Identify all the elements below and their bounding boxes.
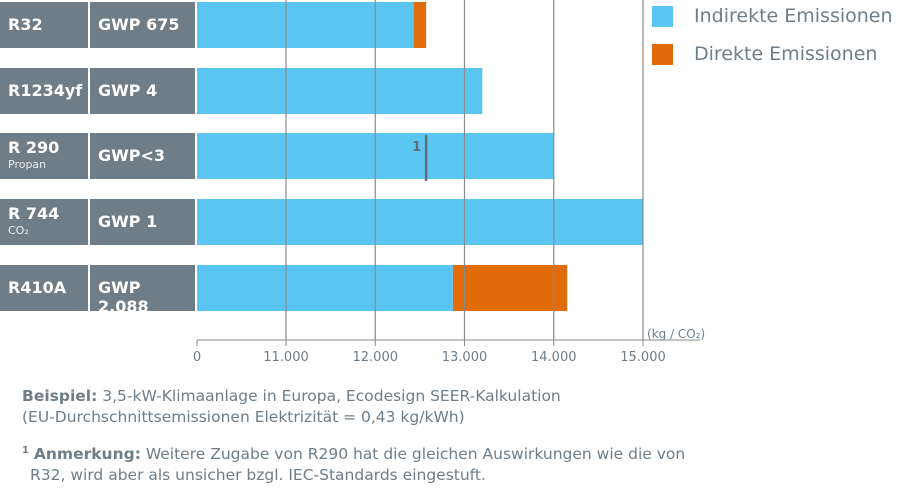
example-note: Beispiel: 3,5-kW-Klimaanlage in Europa, … — [22, 386, 561, 428]
refrigerant-label-0: R32 — [8, 15, 43, 34]
bar-indirect-1 — [197, 68, 483, 114]
unit-label: (kg / CO₂) — [647, 327, 706, 341]
bar-direct-0 — [413, 2, 427, 48]
legend-label-direct: Direkte Emissionen — [694, 43, 878, 65]
annotation-note: 1 Anmerkung: Weitere Zugabe von R290 hat… — [22, 440, 685, 486]
legend-swatch-indirect — [652, 5, 673, 27]
refrigerant-sublabel-3: CO₂ — [8, 224, 29, 237]
legend-label-indirect: Indirekte Emissionen — [694, 5, 893, 27]
gwp-label-2: GWP<3 — [98, 146, 166, 165]
bar-indirect-0 — [197, 2, 414, 48]
gwp-cell-4: GWP 2.088 — [90, 265, 195, 316]
note-text-2: R32, wird aber als unsicher bzgl. IEC-St… — [30, 466, 486, 485]
refrigerant-label-3: R 744 — [8, 204, 60, 223]
example-text-2: (EU-Durchschnittsemissionen Elektrizität… — [22, 408, 465, 426]
x-tick-label-5: 15.000 — [620, 350, 666, 365]
legend-item-indirect: Indirekte Emissionen — [652, 5, 893, 27]
refrigerant-cell-0: R32 — [0, 2, 88, 48]
legend-item-direct: Direkte Emissionen — [652, 43, 877, 65]
gwp-cell-1: GWP 4 — [90, 68, 195, 114]
note-text: Weitere Zugabe von R290 hat die gleichen… — [140, 445, 686, 464]
gwp-label-0: GWP 675 — [98, 15, 180, 34]
legend-swatch-direct — [652, 43, 673, 65]
refrigerant-cell-4: R410A — [0, 265, 88, 311]
x-tick-label-3: 13.000 — [441, 350, 488, 365]
note-bold: Anmerkung: — [33, 445, 141, 464]
marker-label: 1 — [412, 140, 421, 155]
refrigerant-sublabel-2: Propan — [8, 158, 47, 171]
bar-indirect-3 — [197, 199, 643, 245]
gwp-cell-0: GWP 675 — [90, 2, 195, 48]
gwp-label-1: GWP 4 — [98, 81, 158, 100]
x-tick-label-0: 0 — [192, 350, 202, 365]
refrigerant-cell-3: R 744 CO₂ — [0, 199, 88, 245]
refrigerant-label-2: R 290 — [8, 138, 60, 157]
x-tick-label-4: 14.000 — [531, 350, 577, 365]
bar-direct-4 — [452, 265, 568, 311]
refrigerant-label-4: R410A — [8, 278, 67, 297]
gwp-label-3: GWP 1 — [98, 212, 158, 231]
note-superscript: 1 — [22, 445, 29, 456]
gwp-cell-2: GWP<3 — [90, 133, 195, 179]
example-bold: Beispiel: — [22, 387, 98, 405]
gwp-cell-3: GWP 1 — [90, 199, 195, 245]
x-tick-label-2: 12.000 — [352, 350, 399, 365]
bar-indirect-4 — [197, 265, 453, 311]
refrigerant-cell-1: R1234yf — [0, 68, 88, 114]
gwp-label-4: GWP 2.088 — [98, 278, 149, 316]
refrigerant-label-1: R1234yf — [8, 81, 83, 100]
refrigerant-cell-2: R 290 Propan — [0, 133, 88, 179]
example-text: 3,5-kW-Klimaanlage in Europa, Ecodesign … — [97, 387, 561, 405]
x-tick-label-1: 11.000 — [263, 350, 309, 365]
